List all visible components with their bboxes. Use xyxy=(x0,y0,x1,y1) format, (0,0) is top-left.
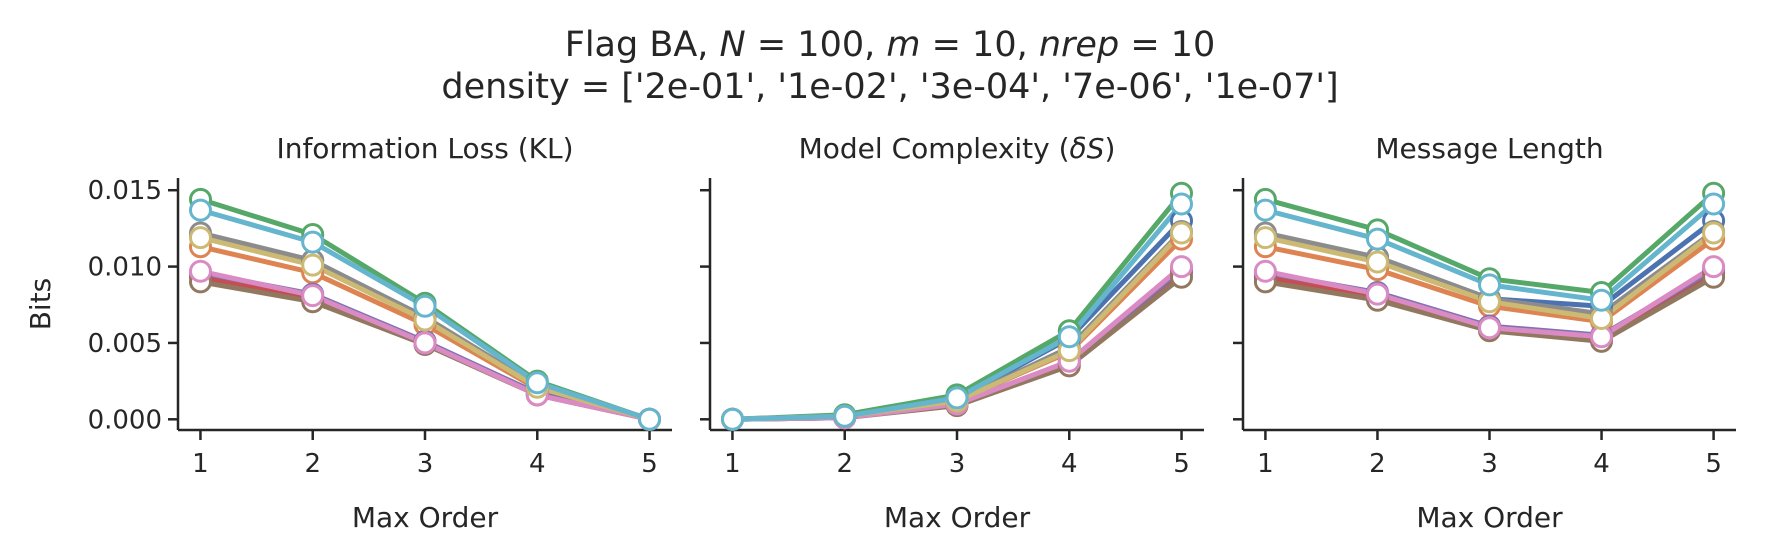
series-10-point xyxy=(1702,192,1726,216)
series-10-point xyxy=(413,294,437,318)
y-tick-label: 0.000 xyxy=(88,405,162,435)
series-9-point xyxy=(1366,250,1389,274)
x-tick-label: 5 xyxy=(1173,449,1190,479)
series-7-point xyxy=(301,284,325,308)
x-axis-label: Max Order xyxy=(884,501,1031,534)
series-10-point xyxy=(833,404,857,428)
series-7-point xyxy=(1702,255,1726,279)
series-10-point xyxy=(1253,198,1277,222)
series-10-point xyxy=(301,230,325,254)
panel-2-title: Model Complexity (δS) xyxy=(799,132,1116,165)
panel-3: Message Length 1 2 3 4 5 Max Order xyxy=(1233,132,1736,534)
x-tick-label: 3 xyxy=(1481,449,1498,479)
series-10-point xyxy=(1057,325,1081,349)
figure-title-line1: Flag BA, N = 100, m = 10, nrep = 10 xyxy=(565,25,1216,65)
series-10-point xyxy=(189,198,212,222)
series-7-point xyxy=(189,259,212,283)
series-10-point xyxy=(1366,227,1389,251)
panels: Information Loss (KL) 0.000 0.005 0.010 0.01… xyxy=(24,132,1736,534)
series-10-point xyxy=(945,386,969,410)
x-tick-label: 4 xyxy=(1593,449,1610,479)
series-10-point xyxy=(1170,192,1193,216)
y-tick-label: 0.005 xyxy=(88,329,162,359)
x-tick-label: 1 xyxy=(1257,449,1274,479)
series-9-point xyxy=(301,253,325,277)
series-7-point xyxy=(413,331,437,355)
series-7-point xyxy=(1366,282,1389,306)
x-tick-label: 3 xyxy=(949,449,966,479)
x-tick-label: 2 xyxy=(836,449,853,479)
y-axis-label: Bits xyxy=(24,278,57,331)
series-9-point xyxy=(1253,226,1277,250)
x-tick-label: 4 xyxy=(1061,449,1078,479)
x-tick-label: 2 xyxy=(304,449,321,479)
series-10-point xyxy=(1478,273,1501,297)
x-tick-label: 5 xyxy=(1705,449,1722,479)
x-tick-label: 1 xyxy=(192,449,209,479)
x-tick-label: 5 xyxy=(641,449,658,479)
figure-title-line2: density = ['2e-01', '1e-02', '3e-04', '7… xyxy=(441,67,1338,107)
series-10-point xyxy=(525,371,549,395)
series-10-point xyxy=(1590,288,1613,312)
series-7-point xyxy=(1253,259,1277,283)
x-tick-label: 4 xyxy=(529,449,546,479)
series-10-point xyxy=(638,407,661,431)
series-10-point xyxy=(721,407,744,431)
series-9-point xyxy=(1170,221,1193,245)
series-7-point xyxy=(1170,255,1193,279)
panel-2: Model Complexity (δS) 1 2 3 4 5 Max Order xyxy=(700,132,1204,534)
y-tick-label: 0.010 xyxy=(88,253,162,283)
y-tick-label: 0.015 xyxy=(88,176,162,206)
panel-1-title: Information Loss (KL) xyxy=(276,132,573,165)
panel-1: Information Loss (KL) 0.000 0.005 0.010 0.01… xyxy=(24,132,672,534)
series-9-point xyxy=(189,226,212,250)
series-7-point xyxy=(1478,316,1501,340)
x-axis-label: Max Order xyxy=(1416,501,1563,534)
x-tick-label: 2 xyxy=(1369,449,1386,479)
panel-3-title: Message Length xyxy=(1375,132,1603,165)
x-tick-label: 3 xyxy=(417,449,434,479)
x-axis-label: Max Order xyxy=(352,501,499,534)
series-9-point xyxy=(1702,221,1726,245)
x-tick-label: 1 xyxy=(724,449,741,479)
